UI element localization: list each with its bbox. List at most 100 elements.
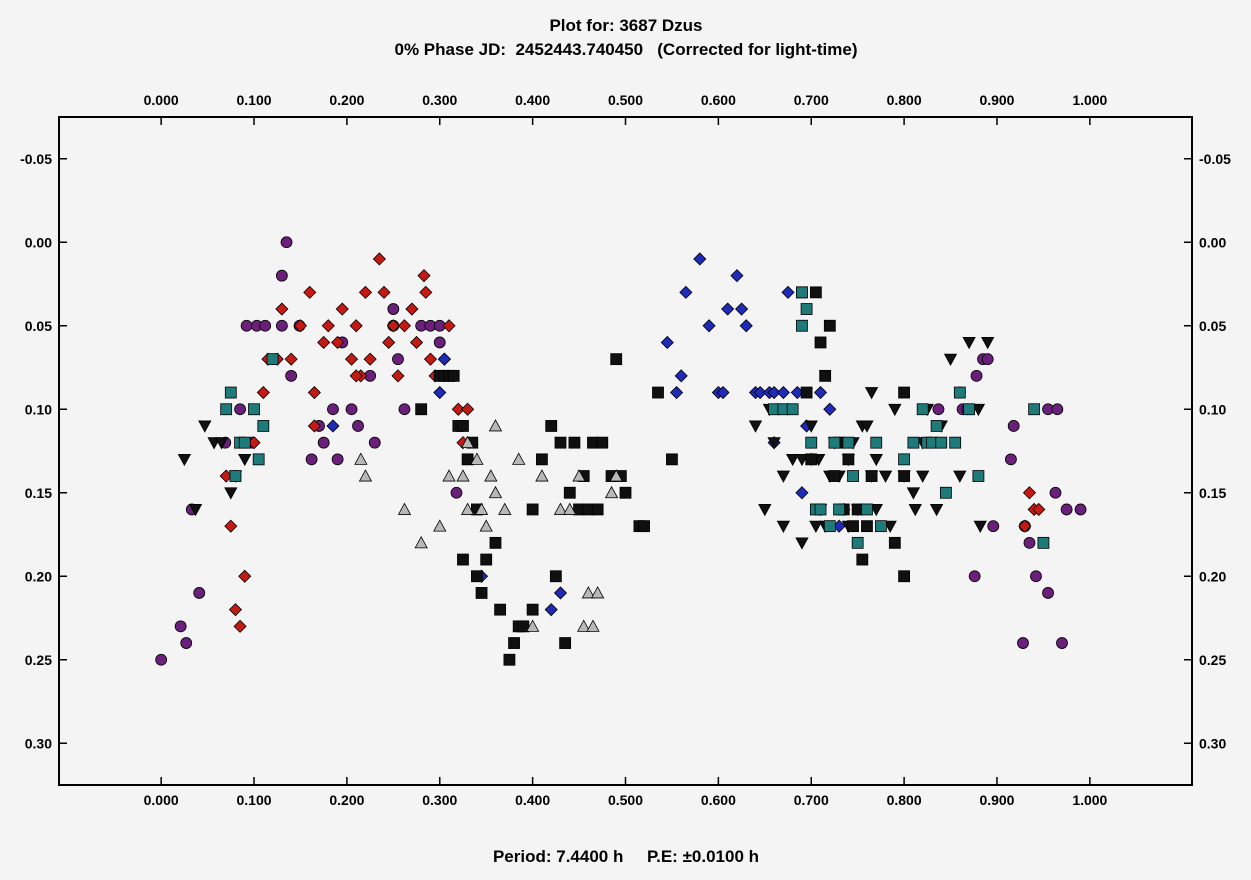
data-point-diamond <box>317 335 331 350</box>
data-point-triangle-down <box>929 504 944 517</box>
data-point-circle <box>345 403 358 416</box>
data-point-triangle-down <box>971 403 986 417</box>
data-point-diamond <box>813 385 828 400</box>
chart-subtitle: 0% Phase JD: 2452443.740450 (Corrected f… <box>395 40 858 59</box>
data-point-square <box>591 503 604 516</box>
data-point-diamond <box>693 252 707 266</box>
x-tick-label-top: 0.400 <box>515 92 550 108</box>
data-point-triangle-down <box>188 504 203 517</box>
data-point-square <box>874 520 887 533</box>
data-point-diamond <box>451 402 465 416</box>
data-point-circle <box>387 303 400 315</box>
data-point-square <box>870 436 883 449</box>
data-point-square <box>480 553 493 566</box>
data-point-triangle-down <box>883 520 897 533</box>
data-point-square <box>252 453 265 466</box>
data-point-diamond <box>321 319 335 333</box>
data-point-square <box>517 620 530 633</box>
data-point-triangle-up <box>488 419 503 432</box>
data-point-square <box>666 453 678 466</box>
data-point-circle <box>352 420 364 432</box>
data-point-square <box>847 470 859 482</box>
data-point-square <box>610 353 623 366</box>
data-point-diamond <box>275 302 289 316</box>
data-point-circle <box>1042 587 1054 599</box>
data-point-circle <box>317 436 330 449</box>
data-point-triangle-up <box>460 502 475 515</box>
data-point-square <box>805 436 818 449</box>
data-point-square <box>953 386 966 399</box>
data-point-triangle-down <box>748 420 763 433</box>
data-point-diamond <box>679 285 693 299</box>
plot-frame <box>58 116 1193 786</box>
x-tick-label-top: 0.900 <box>979 92 1014 108</box>
data-point-circle <box>1074 503 1087 516</box>
data-point-diamond <box>823 402 837 416</box>
data-point-triangle-up <box>572 469 586 482</box>
chart-title: Plot for: 3687 Dzus <box>549 16 702 35</box>
data-point-diamond <box>303 285 317 299</box>
data-point-triangle-down <box>888 403 902 417</box>
data-point-square <box>916 403 929 416</box>
x-tick-label-top: 0.700 <box>794 92 829 108</box>
data-point-triangle-up <box>488 485 503 499</box>
data-point-diamond <box>326 419 340 433</box>
data-point-diamond <box>331 335 345 350</box>
data-point-circle <box>305 453 318 466</box>
data-point-diamond <box>377 285 391 299</box>
x-tick-label-bottom: 0.900 <box>979 792 1014 808</box>
data-point-square <box>786 403 799 416</box>
y-tick-label-right: 0.10 <box>1199 401 1226 417</box>
data-point-triangle-down <box>943 353 958 366</box>
data-point-square <box>847 520 859 533</box>
data-point-square <box>545 420 558 432</box>
data-point-square <box>814 336 827 349</box>
x-tick-label-top: 0.300 <box>422 92 457 108</box>
data-point-diamond <box>307 385 321 400</box>
x-tick-label-top: 0.600 <box>701 92 736 108</box>
data-point-circle <box>932 403 945 416</box>
data-point-diamond <box>776 385 790 400</box>
data-point-square <box>457 553 469 566</box>
x-tick-label-bottom: 0.000 <box>144 792 179 808</box>
x-tick-label-bottom: 0.500 <box>608 792 643 808</box>
data-point-square <box>508 637 520 649</box>
data-point-diamond <box>397 319 412 333</box>
data-point-square <box>447 369 460 382</box>
data-point-circle <box>240 319 253 332</box>
data-point-triangle-down <box>767 437 781 450</box>
data-point-diamond <box>363 352 377 366</box>
data-point-circle <box>327 403 339 416</box>
data-point-square <box>823 319 836 332</box>
data-point-triangle-up <box>553 502 568 515</box>
data-point-diamond <box>721 302 735 316</box>
data-point-diamond <box>1032 502 1046 517</box>
data-point-triangle-down <box>804 420 818 433</box>
data-point-triangle-down <box>795 453 809 467</box>
data-point-square <box>526 603 539 616</box>
y-tick-label-right: 0.25 <box>1199 652 1226 668</box>
data-point-square <box>823 520 836 533</box>
data-point-square <box>796 319 808 332</box>
data-point-square <box>935 436 948 449</box>
data-point-square <box>536 453 548 466</box>
data-point-triangle-up <box>474 502 489 515</box>
data-point-square <box>559 637 572 649</box>
data-point-circle <box>1005 453 1017 466</box>
data-point-triangle-up <box>358 469 373 482</box>
data-point-square <box>224 386 237 399</box>
x-tick-label-bottom: 0.300 <box>422 792 457 808</box>
data-point-square <box>949 436 962 449</box>
data-point-triangle-up <box>479 519 493 532</box>
data-point-square <box>471 570 483 583</box>
data-point-square <box>898 386 911 399</box>
data-point-square <box>257 420 270 432</box>
x-tick-label-bottom: 0.200 <box>329 792 364 808</box>
data-point-circle <box>1017 637 1029 649</box>
data-point-triangle-down <box>908 504 922 517</box>
x-tick-label-top: 0.200 <box>329 92 364 108</box>
data-point-diamond <box>767 385 781 400</box>
y-tick-label-left: 0.25 <box>25 652 52 668</box>
data-point-circle <box>285 369 298 382</box>
